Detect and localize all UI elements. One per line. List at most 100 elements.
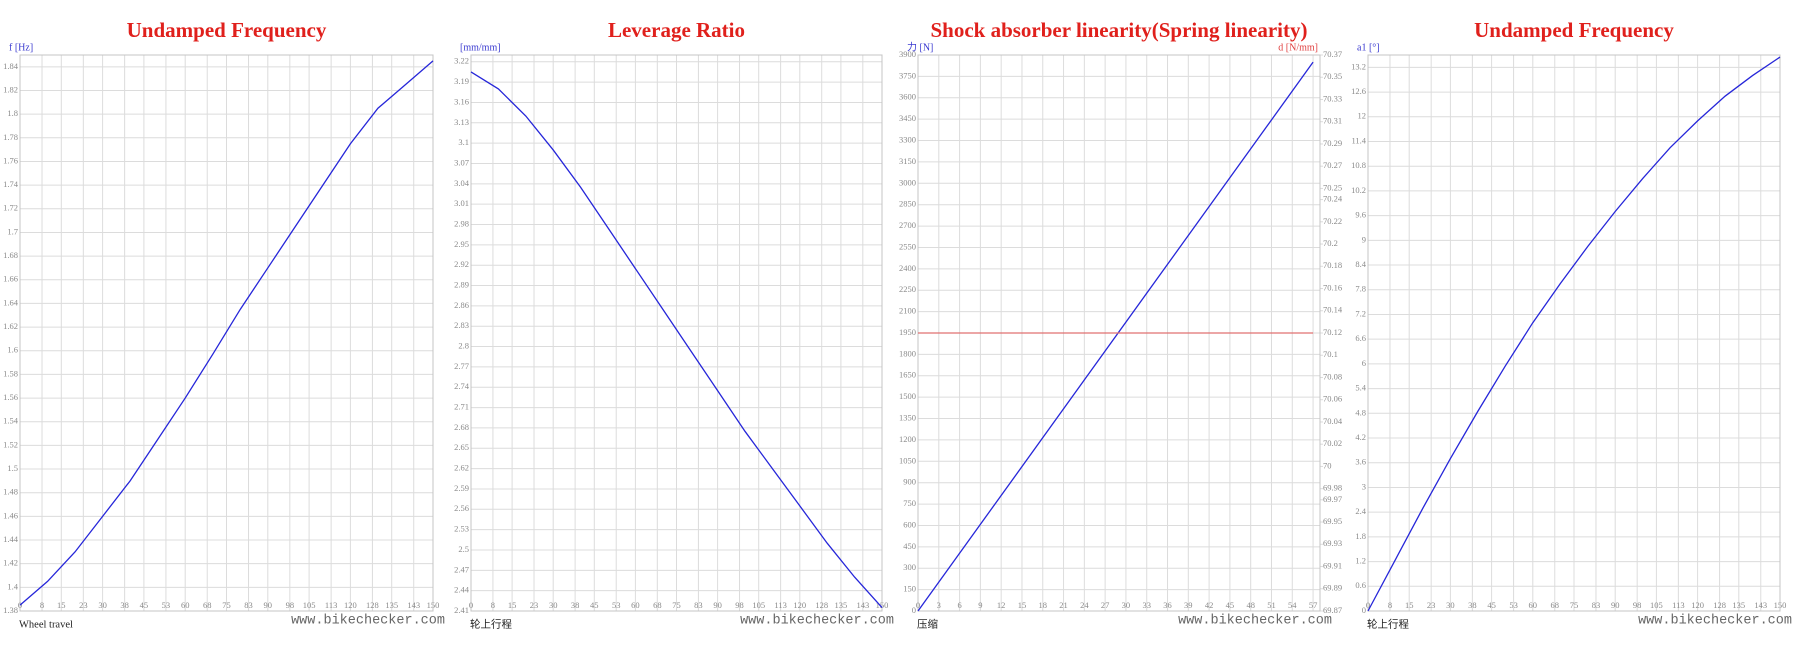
x-tick-label: 98: [286, 600, 295, 610]
y-tick-label: 2.74: [454, 381, 470, 391]
x-tick-label: 120: [344, 600, 357, 610]
y-tick-label: 1500: [899, 391, 916, 401]
y-tick-label: 4.2: [1355, 432, 1366, 442]
y-axis-label: f [Hz]: [9, 42, 33, 53]
x-tick-label: 53: [1509, 600, 1518, 610]
y-tick-label: 1.72: [3, 203, 18, 213]
y-tick-label: 2.44: [454, 585, 470, 595]
x-tick-label: 128: [1713, 600, 1726, 610]
x-tick-label: 23: [530, 600, 539, 610]
x-tick-label: 60: [181, 600, 190, 610]
data-line: [917, 61, 1314, 612]
chart-panel: Leverage Ratio [mm/mm] 2.41 2.44 2.47 2.5 2.53…: [454, 18, 894, 631]
y-tick-label: 1.76: [3, 155, 18, 165]
y-tick-label: 1.8: [1355, 531, 1366, 541]
x-tick-label: 30: [1122, 600, 1131, 610]
x-tick-label: 143: [856, 600, 869, 610]
x-tick-label: 68: [653, 600, 662, 610]
x-tick-label: 30: [1446, 600, 1455, 610]
y-tick-label: 3900: [899, 49, 916, 59]
y2-tick-label: 70.22: [1323, 216, 1342, 226]
x-tick-label: 75: [672, 600, 681, 610]
x-tick-label: 128: [366, 600, 379, 610]
y-tick-label: 8.4: [1355, 259, 1366, 269]
y-tick-label: 1.6: [7, 345, 18, 355]
y2-tick-label: 70.24: [1323, 194, 1343, 204]
y-tick-label: 0: [1362, 605, 1366, 615]
x-tick-label: 8: [491, 600, 495, 610]
x-tick-label: 60: [631, 600, 640, 610]
x-tick-label: 143: [1754, 600, 1767, 610]
y-tick-label: 1350: [899, 412, 916, 422]
y-tick-label: 2.65: [454, 442, 469, 452]
y-tick-label: 2.98: [454, 218, 469, 228]
y-tick-label: 3.01: [454, 198, 469, 208]
x-axis-label: 轮上行程: [1367, 617, 1409, 630]
y2-tick-label: 70.18: [1323, 260, 1342, 270]
x-tick-label: 53: [612, 600, 621, 610]
y-tick-label: 13.2: [1351, 61, 1366, 71]
plot-frame: [1367, 54, 1781, 612]
y-tick-label: 3: [1362, 481, 1366, 491]
y-tick-label: 7.8: [1355, 284, 1366, 294]
y-tick-label: 3.16: [454, 96, 469, 106]
y-tick-label: 2.83: [454, 320, 469, 330]
y2-tick-label: 69.87: [1323, 605, 1342, 615]
x-tick-label: 30: [98, 600, 107, 610]
x-tick-label: 18: [1039, 600, 1048, 610]
y-tick-label: 1.66: [3, 274, 18, 284]
y-tick-label: 3150: [899, 156, 916, 166]
y2-tick-label: 70.31: [1323, 116, 1342, 126]
x-tick-label: 39: [1184, 600, 1193, 610]
y-tick-label: 300: [903, 562, 916, 572]
plot-frame: [470, 54, 883, 612]
y-tick-label: 1.2: [1355, 556, 1366, 566]
y-tick-label: 2850: [899, 199, 916, 209]
x-tick-label: 45: [1226, 600, 1235, 610]
y2-tick-label: 70.14: [1323, 305, 1343, 315]
y-tick-label: 3600: [899, 92, 916, 102]
y-tick-label: 2.56: [454, 503, 469, 513]
x-tick-label: 51: [1267, 600, 1276, 610]
x-tick-label: 54: [1288, 600, 1297, 610]
x-tick-label: 33: [1142, 600, 1151, 610]
y2-tick-label: 70.27: [1323, 160, 1342, 170]
y-tick-label: 1.8: [7, 108, 18, 118]
x-tick-label: 45: [590, 600, 599, 610]
y2-tick-label: 70.29: [1323, 138, 1342, 148]
x-tick-label: 3: [937, 600, 941, 610]
y-tick-label: 600: [903, 519, 916, 529]
x-tick-label: 128: [815, 600, 828, 610]
x-tick-label: 75: [1570, 600, 1579, 610]
x-tick-label: 45: [1487, 600, 1496, 610]
y-tick-label: 11.4: [1351, 135, 1366, 145]
y-tick-label: 2.8: [458, 341, 469, 351]
y-tick-label: 3.6: [1355, 457, 1366, 467]
y-tick-label: 4.8: [1355, 407, 1366, 417]
y-tick-label: 10.2: [1351, 185, 1366, 195]
y2-tick-label: 70.37: [1323, 49, 1342, 59]
y2-tick-label: 70: [1323, 460, 1332, 470]
x-tick-label: 21: [1059, 600, 1068, 610]
y-tick-label: 9.6: [1355, 210, 1366, 220]
y-tick-label: 2.89: [454, 279, 469, 289]
y2-tick-label: 70.1: [1323, 349, 1338, 359]
x-tick-label: 27: [1101, 600, 1110, 610]
x-tick-label: 143: [407, 600, 420, 610]
x-tick-label: 15: [508, 600, 517, 610]
y-tick-label: 3.1: [458, 137, 469, 147]
y2-tick-label: 69.98: [1323, 483, 1342, 493]
y-tick-label: 1200: [899, 434, 916, 444]
y-tick-label: 2.86: [454, 300, 469, 310]
y2-tick-label: 69.89: [1323, 583, 1342, 593]
y-tick-label: 2550: [899, 241, 916, 251]
data-line: [470, 71, 883, 609]
x-tick-label: 6: [957, 600, 961, 610]
y-tick-label: 1.74: [3, 179, 19, 189]
x-tick-label: 75: [222, 600, 231, 610]
y-tick-label: 1.78: [3, 132, 18, 142]
y-tick-label: 1.64: [3, 297, 19, 307]
x-tick-label: 98: [1633, 600, 1642, 610]
y-tick-label: 6.6: [1355, 333, 1366, 343]
